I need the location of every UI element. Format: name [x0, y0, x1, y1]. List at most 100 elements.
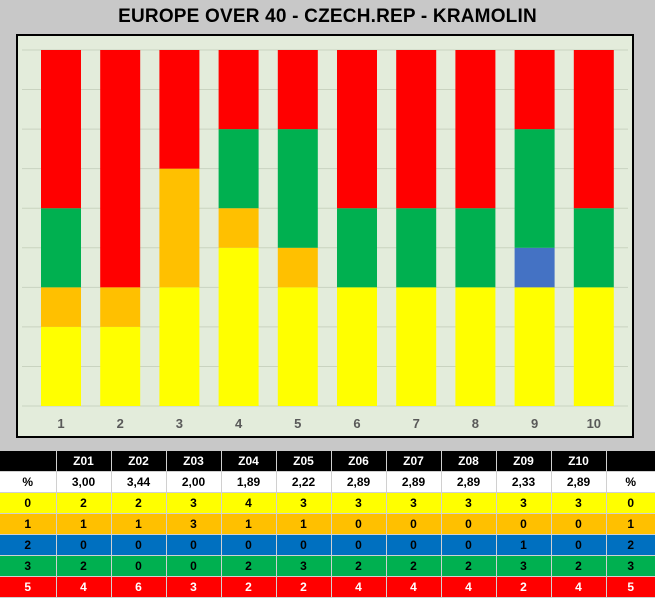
table-cell: Z07	[385, 451, 441, 472]
table-cell: 4	[385, 576, 441, 598]
table-cell: 2	[220, 555, 276, 577]
bar-segment-0	[514, 287, 555, 406]
chart-area: 1 2 3 4 5 6 7 8 9 10	[16, 34, 634, 438]
bar-segment-3	[218, 129, 259, 209]
table-cell: 2	[330, 555, 386, 577]
table-cell: 0	[440, 534, 496, 556]
table-cell: 1	[0, 513, 56, 535]
table-cell: 4	[220, 492, 276, 514]
table-header-row: Z01 Z02 Z03 Z04 Z05 Z06 Z07 Z08 Z09 Z10	[0, 451, 655, 472]
table-cell: 1,89	[220, 471, 276, 493]
x-tick-label: 7	[413, 416, 420, 431]
table-cell: Z06	[330, 451, 386, 472]
table-cell: 0	[165, 534, 221, 556]
table-cell: 2,33	[495, 471, 551, 493]
table-cell: 5	[605, 576, 655, 598]
table-cell: 3	[165, 576, 221, 598]
table-cell: 1	[110, 513, 166, 535]
table-cell: 0	[440, 513, 496, 535]
table-cell: 3	[275, 492, 331, 514]
x-tick-label: 6	[353, 416, 360, 431]
bar-segment-1	[159, 168, 200, 288]
table-cell: 3	[550, 492, 606, 514]
table-cell: 1	[220, 513, 276, 535]
table-cell: 6	[110, 576, 166, 598]
bar-segment-1	[218, 208, 259, 248]
table-cell: 0	[495, 513, 551, 535]
bar-segment-3	[277, 129, 318, 248]
table-cell: Z02	[110, 451, 166, 472]
table-cell: 2	[55, 555, 111, 577]
table-cell: 1	[605, 513, 655, 535]
table-cell: 0	[275, 534, 331, 556]
table-cell: 2	[220, 576, 276, 598]
bar-segment-2	[514, 247, 555, 288]
x-tick-label: 10	[587, 416, 601, 431]
table-cell: 2	[110, 492, 166, 514]
table-average-row: % 3,00 3,44 2,00 1,89 2,22 2,89 2,89 2,89 2,33 2,8…	[0, 471, 655, 493]
x-tick-label: 9	[531, 416, 538, 431]
table-cell: 4	[330, 576, 386, 598]
bar-segment-0	[337, 287, 377, 406]
table-cell: 3	[0, 555, 56, 577]
table-cell: 2,00	[165, 471, 221, 493]
table-cell: 0	[330, 534, 386, 556]
table-cell: 0	[550, 534, 606, 556]
bar-segment-0	[396, 287, 437, 406]
table-cell: 3	[165, 513, 221, 535]
table-cell: 4	[440, 576, 496, 598]
bar-segment-5	[41, 50, 81, 209]
table-cell: 3	[440, 492, 496, 514]
table-cell: 2	[55, 492, 111, 514]
bar-segment-5	[573, 50, 614, 209]
table-cell: 3	[495, 492, 551, 514]
bar-segment-0	[573, 287, 614, 406]
table-cell: 2	[605, 534, 655, 556]
table-cell: 0	[220, 534, 276, 556]
x-tick-label: 2	[117, 416, 124, 431]
bar-segment-5	[514, 50, 555, 130]
table-cell: 2,89	[385, 471, 441, 493]
table-cell: 1	[55, 513, 111, 535]
bar-segment-3	[337, 208, 377, 288]
table-cell: 1	[275, 513, 331, 535]
bar-segment-1	[100, 287, 141, 327]
table-cell: 0	[0, 492, 56, 514]
bar-segment-3	[396, 208, 437, 288]
table-cell: 2	[275, 576, 331, 598]
table-cell	[605, 451, 655, 472]
table-cell: 0	[55, 534, 111, 556]
table-cell: 5	[0, 576, 56, 598]
table-cell: 3	[385, 492, 441, 514]
chart-title: EUROPE OVER 40 - CZECH.REP - KRAMOLIN	[118, 6, 537, 27]
bar-segment-3	[514, 129, 555, 248]
bar-segment-0	[159, 287, 200, 406]
table-cell: %	[605, 471, 655, 493]
table-cell: Z10	[550, 451, 606, 472]
stacked-bar-chart: 1 2 3 4 5 6 7 8 9 10	[22, 49, 628, 431]
bar-segment-5	[396, 50, 437, 209]
bar-segment-0	[455, 287, 496, 406]
table-cell: 3	[495, 555, 551, 577]
bar-segment-3	[455, 208, 496, 288]
bar-segment-1	[41, 287, 81, 327]
table-cell	[0, 451, 56, 472]
table-cell: 2,89	[550, 471, 606, 493]
bar-segment-5	[337, 50, 377, 209]
bar-segment-5	[277, 50, 318, 130]
table-cell: Z01	[55, 451, 111, 472]
bar-segment-0	[218, 247, 259, 406]
table-cell: 0	[550, 513, 606, 535]
table-cell: 2,89	[440, 471, 496, 493]
table-cell: %	[0, 471, 56, 493]
bar-segment-1	[277, 247, 318, 288]
x-tick-label: 8	[472, 416, 479, 431]
table-cell: 2	[495, 576, 551, 598]
table-cell: 4	[550, 576, 606, 598]
x-tick-label: 1	[57, 416, 64, 431]
bar-segment-5	[218, 50, 259, 130]
